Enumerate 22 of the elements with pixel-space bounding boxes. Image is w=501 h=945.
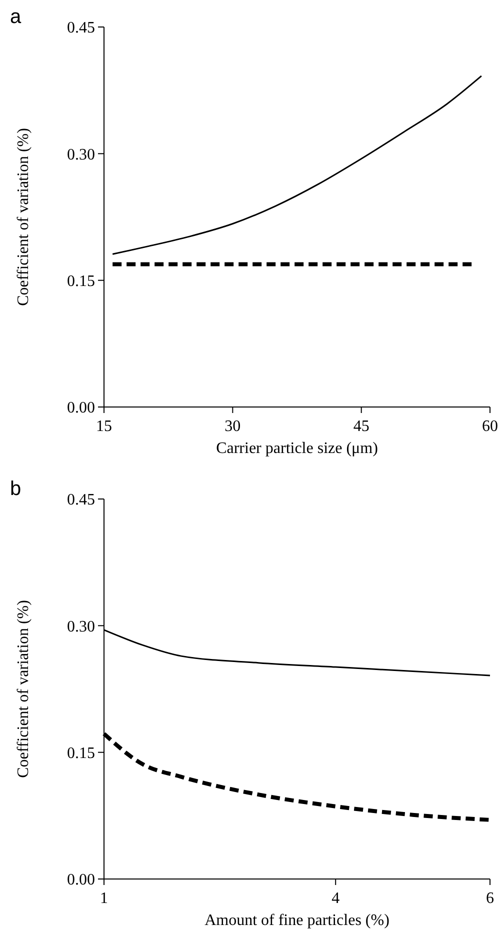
x-tick-label: 60 [482, 418, 498, 435]
x-tick-label: 1 [100, 890, 108, 907]
x-tick-label: 15 [96, 418, 112, 435]
x-tick-label: 45 [353, 418, 370, 435]
y-tick-label: 0.15 [67, 272, 95, 290]
x-tick-label: 4 [332, 890, 340, 907]
x-tick-label: 6 [486, 890, 494, 907]
y-tick-label: 0.45 [67, 20, 95, 37]
chart-title: b [10, 478, 22, 500]
y-tick-label: 0.30 [67, 146, 95, 164]
y-tick-label: 0.00 [67, 872, 95, 889]
y-tick-label: 0.00 [67, 400, 95, 417]
y-axis-title: Coefficient of variation (%) [15, 600, 32, 778]
x-axis-title: Amount of fine particles (%) [204, 912, 390, 929]
x-tick-label: 30 [224, 418, 241, 435]
y-tick-label: 0.15 [67, 744, 95, 762]
chart-title: a [10, 6, 22, 28]
y-axis-title: Coefficient of variation (%) [15, 128, 32, 306]
x-axis-title: Carrier particle size (μm) [216, 440, 378, 457]
line-series [112, 75, 482, 255]
y-tick-label: 0.30 [67, 618, 95, 636]
y-tick-label: 0.45 [67, 492, 95, 509]
